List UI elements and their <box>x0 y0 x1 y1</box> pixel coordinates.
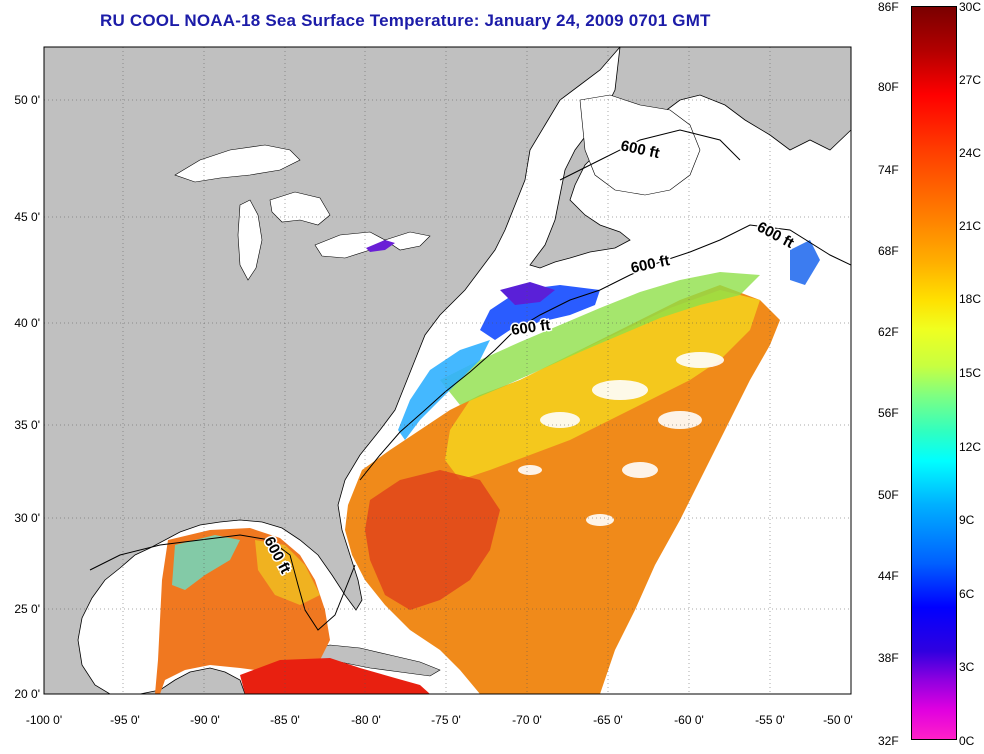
sst-gulf-cool <box>172 535 240 590</box>
celsius-label: 24C <box>959 146 982 160</box>
fahrenheit-label: 80F <box>878 80 899 94</box>
lat-tick-label: 30 0' <box>14 511 40 525</box>
lat-tick-label: 35 0' <box>14 418 40 432</box>
longitude-axis: -100 0' -95 0' -90 0' -85 0' -80 0' -75 … <box>26 713 853 727</box>
lon-tick-label: -80 0' <box>351 713 381 727</box>
celsius-label: 0C <box>959 734 975 748</box>
lat-tick-label: 45 0' <box>14 210 40 224</box>
lon-tick-label: -70 0' <box>512 713 542 727</box>
celsius-label: 12C <box>959 440 982 454</box>
sst-cold-nova <box>790 240 820 285</box>
land-yucatan <box>44 667 246 694</box>
celsius-label: 6C <box>959 587 975 601</box>
contour-600ft <box>89 129 851 631</box>
cloud-patches <box>518 352 724 526</box>
lake-erie-sst <box>366 240 395 252</box>
lon-tick-label: -60 0' <box>674 713 704 727</box>
sst-green-band <box>440 272 760 405</box>
fahrenheit-label: 50F <box>878 488 899 502</box>
gulf-st-lawrence <box>579 94 701 196</box>
plot-frame <box>43 46 852 695</box>
fahrenheit-label: 62F <box>878 325 899 339</box>
lon-tick-label: -55 0' <box>755 713 785 727</box>
celsius-label: 30C <box>959 0 982 14</box>
lat-tick-label: 50 0' <box>14 93 40 107</box>
temperature-colorbar <box>911 6 957 740</box>
sst-red-core <box>365 470 500 610</box>
fahrenheit-label: 38F <box>878 651 899 665</box>
celsius-label: 9C <box>959 513 975 527</box>
lat-tick-label: 40 0' <box>14 316 40 330</box>
celsius-label: 27C <box>959 73 982 87</box>
sst-cold-coast <box>398 340 490 440</box>
lon-tick-label: -85 0' <box>270 713 300 727</box>
map-title: RU COOL NOAA-18 Sea Surface Temperature:… <box>100 11 711 30</box>
latitude-axis: 50 0' 45 0' 40 0' 35 0' 30 0' 25 0' 20 0… <box>14 93 40 701</box>
fahrenheit-label: 68F <box>878 244 899 258</box>
fahrenheit-label: 56F <box>878 406 899 420</box>
lat-tick-label: 20 0' <box>14 687 40 701</box>
fahrenheit-label: 74F <box>878 163 899 177</box>
lat-tick-label: 25 0' <box>14 602 40 616</box>
lon-tick-label: -50 0' <box>823 713 853 727</box>
fahrenheit-label: 32F <box>878 734 899 748</box>
celsius-label: 15C <box>959 366 982 380</box>
lon-tick-label: -95 0' <box>110 713 140 727</box>
lon-tick-label: -65 0' <box>593 713 623 727</box>
graticule <box>44 47 851 694</box>
fahrenheit-label: 44F <box>878 569 899 583</box>
sst-gulf-yellow <box>255 540 320 605</box>
lon-tick-label: -100 0' <box>26 713 62 727</box>
lon-tick-label: -90 0' <box>190 713 220 727</box>
celsius-label: 21C <box>959 219 982 233</box>
sst-purple-patch <box>500 282 555 305</box>
lon-tick-label: -75 0' <box>431 713 461 727</box>
sst-caribbean-red <box>240 658 430 694</box>
fahrenheit-label: 86F <box>878 0 899 14</box>
celsius-label: 18C <box>959 292 982 306</box>
celsius-label: 3C <box>959 660 975 674</box>
land-north-america <box>44 47 621 694</box>
